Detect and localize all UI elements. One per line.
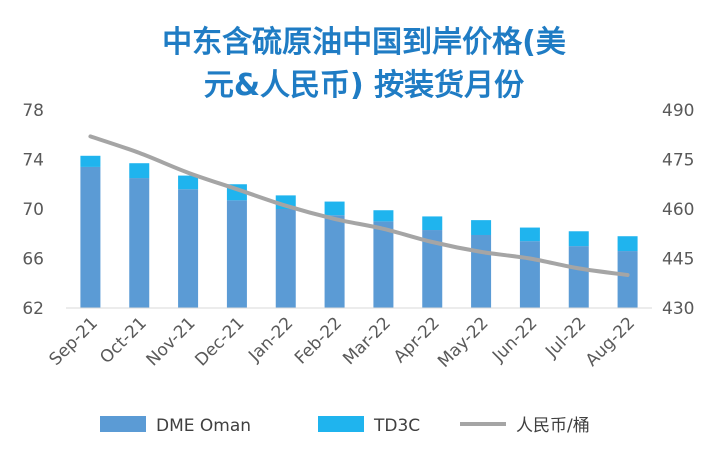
line-rmb-per-barrel <box>88 134 630 277</box>
legend-label-td3c: TD3C <box>373 416 420 436</box>
bar-td3c <box>129 163 150 179</box>
bar-td3c <box>617 236 638 252</box>
bar-dme-oman <box>568 246 589 308</box>
right-axis-tick-label: 490 <box>662 101 694 121</box>
bar-dme-oman <box>324 215 345 308</box>
x-axis-tick-label: Feb-22 <box>291 313 346 368</box>
x-axis-tick-label: Jun-22 <box>488 313 541 366</box>
right-y-axis: 430 445 460 475 490 <box>662 101 694 319</box>
x-axis-tick-label: May-22 <box>434 313 492 371</box>
right-axis-tick-label: 475 <box>662 151 694 171</box>
bar-td3c <box>519 227 540 242</box>
x-axis-tick-label: Aug-22 <box>582 313 639 370</box>
left-axis-tick-label: 70 <box>22 200 44 220</box>
legend-swatch-td3c <box>318 416 364 432</box>
left-axis-tick-label: 66 <box>22 250 44 270</box>
bar-td3c <box>178 175 199 190</box>
x-axis-tick-label: Oct-21 <box>96 313 151 368</box>
x-axis: Sep-21Oct-21Nov-21Dec-21Jan-22Feb-22Mar-… <box>46 307 652 372</box>
bar-dme-oman <box>129 178 150 308</box>
right-axis-tick-label: 430 <box>662 299 694 319</box>
legend-label-rmb-per-barrel: 人民币/桶 <box>516 416 590 436</box>
bar-dme-oman <box>519 241 540 308</box>
right-axis-tick-label: 445 <box>662 250 694 270</box>
x-axis-tick-label: Sep-21 <box>46 313 102 369</box>
left-axis-tick-label: 62 <box>22 299 44 319</box>
line-series <box>88 134 630 277</box>
bar-td3c <box>80 155 101 167</box>
bar-td3c <box>568 231 589 247</box>
bar-series <box>80 155 638 308</box>
legend-label-dme-oman: DME Oman <box>156 416 251 436</box>
bar-dme-oman <box>80 166 101 308</box>
bar-dme-oman <box>226 200 247 308</box>
x-axis-tick-label: Dec-21 <box>191 313 248 370</box>
bar-dme-oman <box>617 251 638 308</box>
bar-dme-oman <box>471 234 492 308</box>
bar-dme-oman <box>422 230 443 308</box>
bar-dme-oman <box>275 209 296 308</box>
right-axis-tick-label: 460 <box>662 200 694 220</box>
bar-td3c <box>471 220 492 235</box>
x-axis-tick-label: Nov-21 <box>143 313 200 370</box>
chart-title-line-2: 元&人民币) 按装货月份 <box>204 68 524 103</box>
bar-dme-oman <box>178 189 199 308</box>
bar-td3c <box>324 201 345 216</box>
left-y-axis: 62 66 70 74 78 <box>22 101 44 319</box>
left-axis-tick-label: 78 <box>22 101 44 121</box>
x-axis-tick-label: Jan-22 <box>244 313 297 366</box>
bar-td3c <box>422 216 443 231</box>
legend: DME Oman TD3C 人民币/桶 <box>100 416 590 436</box>
bar-dme-oman <box>373 221 394 308</box>
x-axis-tick-label: Mar-22 <box>339 313 395 369</box>
chart-title-line-1: 中东含硫原油中国到岸价格(美 <box>162 25 566 60</box>
bar-td3c <box>373 210 394 222</box>
left-axis-tick-label: 74 <box>22 151 44 171</box>
legend-swatch-dme-oman <box>100 416 146 432</box>
